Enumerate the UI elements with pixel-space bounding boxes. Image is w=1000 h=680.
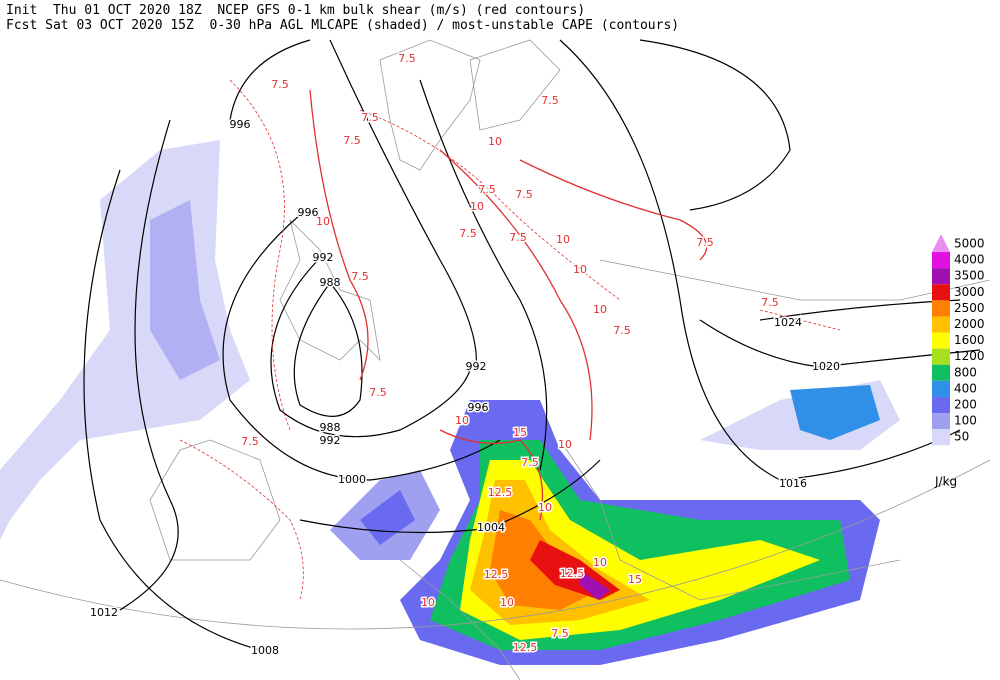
shear-label: 7.5 [521,456,539,469]
legend-label: 800 [954,365,977,379]
legend-label: 5000 [954,237,985,251]
shear-label: 10 [556,233,570,246]
shear-label: 12.5 [560,567,585,580]
legend-label: 50 [954,430,969,444]
shear-label: 7.5 [696,236,714,249]
legend-swatch [932,300,950,317]
shear-label: 10 [573,263,587,276]
isobar-label: 988 [320,276,341,289]
shear-label: 7.5 [761,296,779,309]
legend-swatch [932,429,950,446]
shear-label: 7.5 [398,52,416,65]
legend-label: 1600 [954,333,985,347]
shear-label: 7.5 [613,324,631,337]
shear-label: 7.5 [271,78,289,91]
shear-label: 7.5 [343,134,361,147]
legend-label: 400 [954,381,977,395]
legend-label: 3000 [954,285,985,299]
isobar-label: 1016 [779,477,807,490]
legend-swatch [932,348,950,365]
shear-label: 10 [488,135,502,148]
shear-label: 12.5 [513,641,538,654]
coastlines [0,39,991,680]
isobar-label: 1024 [774,316,802,329]
shear-label: 10 [421,596,435,609]
shear-label: 7.5 [241,435,259,448]
isobar-label: 1004 [477,521,505,534]
isobar-label: 988 [320,421,341,434]
shear-label: 7.5 [478,183,496,196]
legend-swatch [932,364,950,381]
legend-label: 2500 [954,301,985,315]
legend-swatch [932,380,950,397]
legend-label: 100 [954,414,977,428]
shear-label: 10 [593,303,607,316]
legend-unit: J/kg [934,475,957,489]
isobar-label: 1008 [251,644,279,657]
shear-contours [179,79,841,601]
shear-label: 7.5 [361,111,379,124]
shear-label: 12.5 [484,568,509,581]
header-line: Init Thu 01 OCT 2020 18Z NCEP GFS 0-1 km… [6,3,585,18]
isobar-label: 992 [320,434,341,447]
isobars [83,39,981,651]
legend-swatch [932,284,950,301]
legend-swatch [932,234,950,252]
legend: J/kg 5000 4000 3500 3000 2500 2000 1600 1200 800… [932,234,985,489]
isobar-label: 1000 [338,473,366,486]
shear-label: 10 [538,501,552,514]
shear-label: 10 [455,414,469,427]
legend-swatch [932,413,950,430]
shear-label: 10 [558,438,572,451]
shear-label: 15 [628,573,642,586]
header: Init Thu 01 OCT 2020 18Z NCEP GFS 0-1 km… [6,3,679,33]
shear-label: 10 [470,200,484,213]
shear-label: 7.5 [351,270,369,283]
contour-labels: 9969969929889929969889921000100410081012… [89,51,842,659]
legend-label: 1200 [954,349,985,363]
legend-swatch [932,252,950,269]
cape-shading [0,140,900,665]
isobar-label: 996 [230,118,251,131]
shear-label: 10 [316,215,330,228]
isobar-label: 996 [298,206,319,219]
shear-label: 15 [513,426,527,439]
legend-swatch [932,316,950,333]
isobar-label: 992 [313,251,334,264]
isobar-label: 996 [468,401,489,414]
legend-label: 3500 [954,269,985,283]
shear-label: 7.5 [509,231,527,244]
header-line: Fcst Sat 03 OCT 2020 15Z 0-30 hPa AGL ML… [6,18,679,33]
legend-label: 4000 [954,253,985,267]
shear-label: 10 [500,596,514,609]
shear-label: 7.5 [459,227,477,240]
shear-label: 7.5 [369,386,387,399]
legend-swatch [932,396,950,414]
legend-label: 2000 [954,317,985,331]
shear-label: 12.5 [488,486,513,499]
isobar-label: 1020 [812,360,840,373]
legend-swatch [932,332,950,349]
legend-label: 200 [954,398,977,412]
shear-label: 7.5 [515,188,533,201]
shear-label: 10 [593,556,607,569]
isobar-label: 1012 [90,606,118,619]
legend-swatch [932,268,950,285]
shear-label: 7.5 [541,94,559,107]
shear-label: 7.5 [551,627,569,640]
isobar-label: 992 [466,360,487,373]
